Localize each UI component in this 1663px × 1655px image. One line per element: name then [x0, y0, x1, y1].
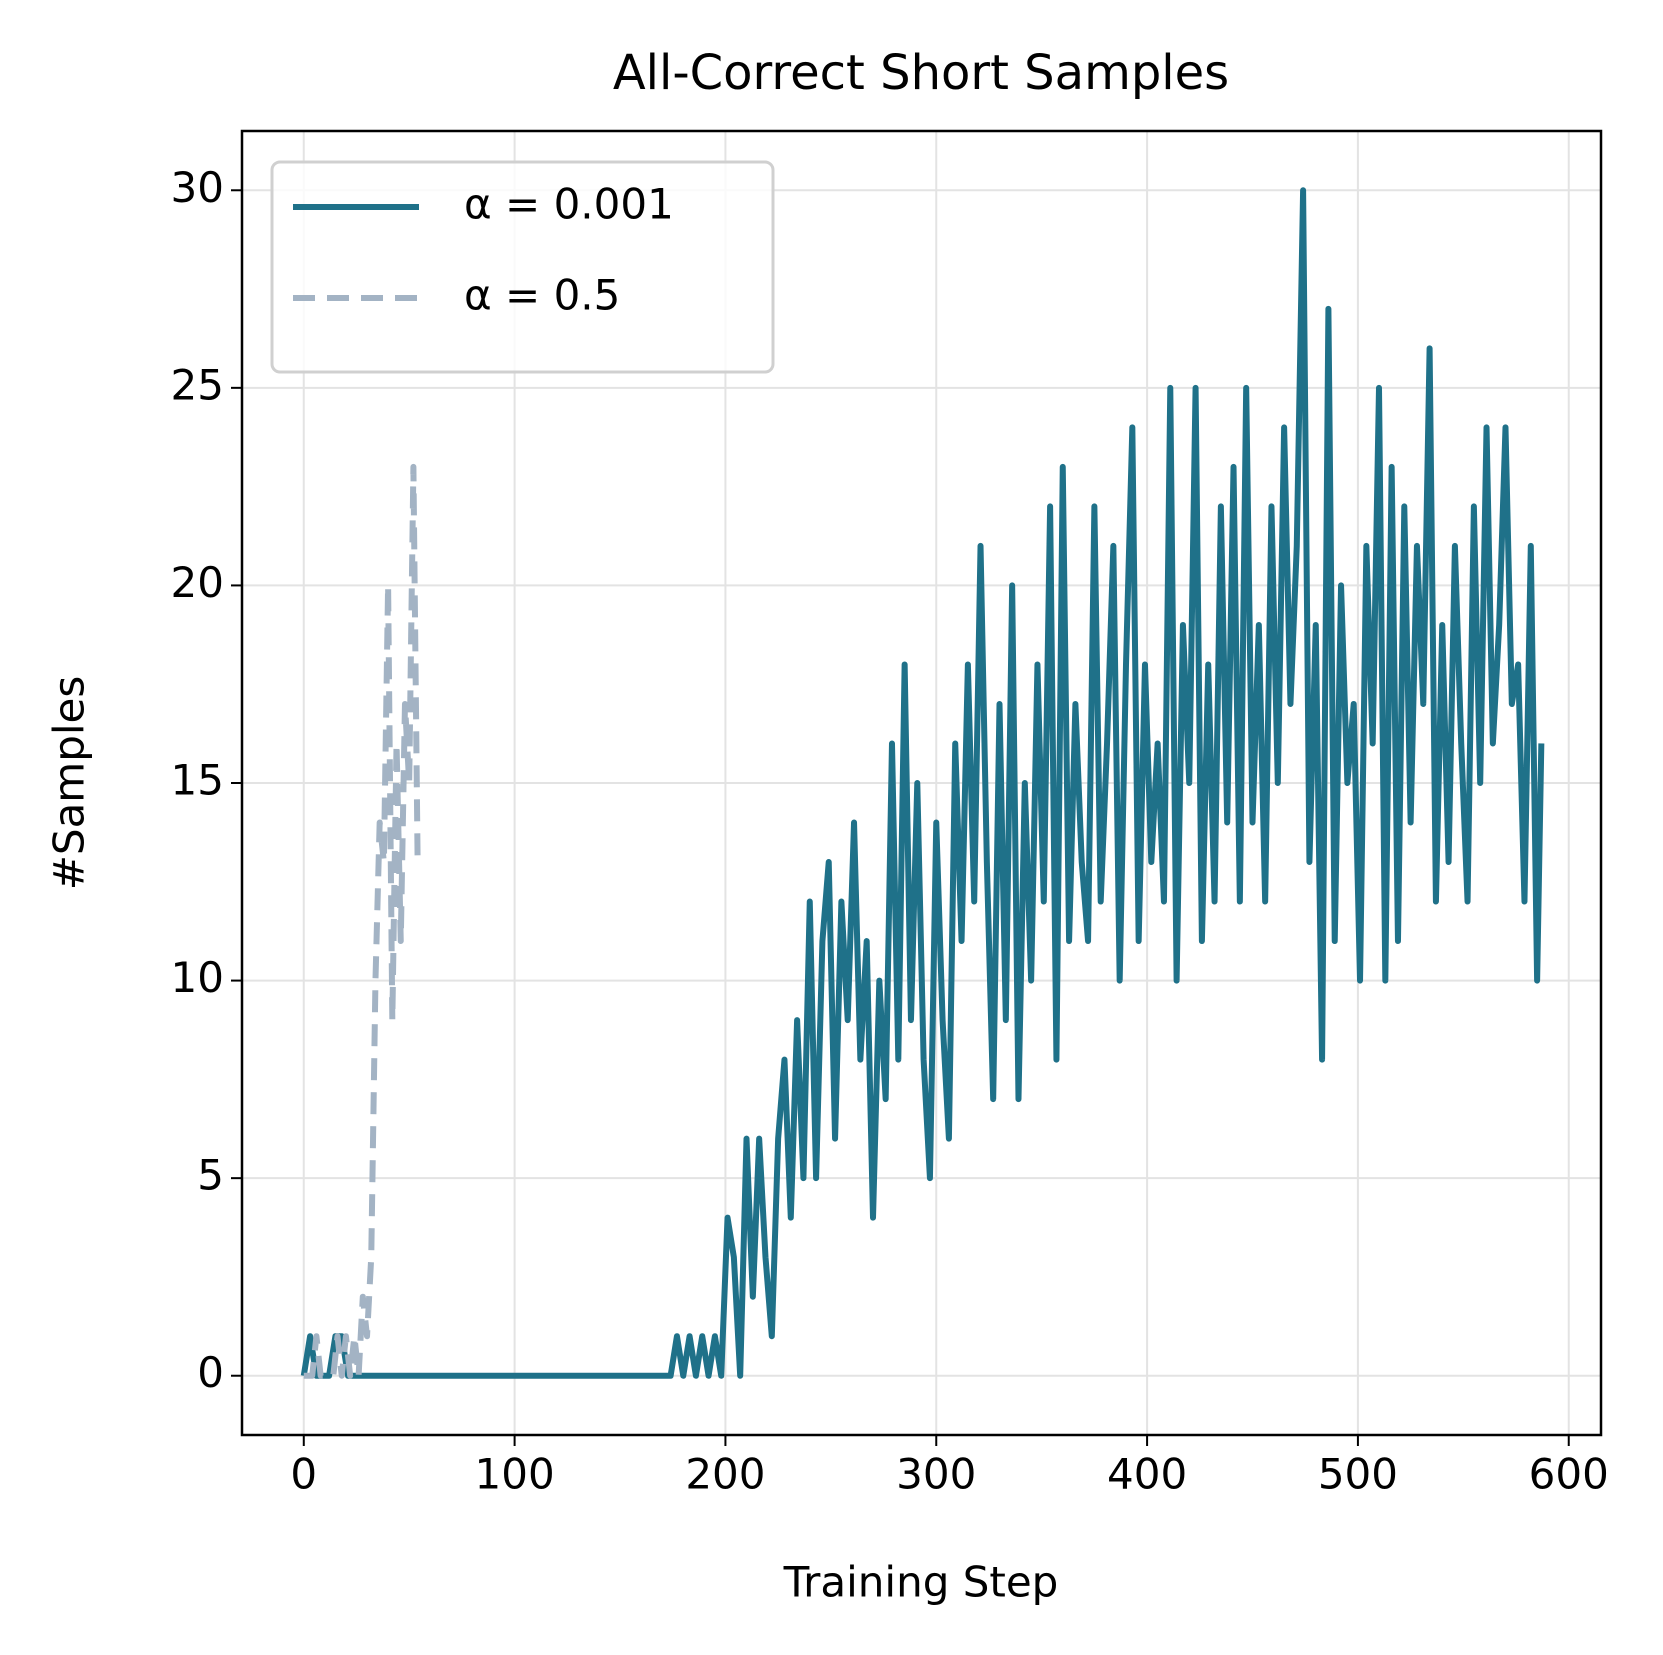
- plot-frame: [240, 129, 1603, 1437]
- series-line: [303, 463, 421, 1379]
- series-line: [300, 187, 1545, 1379]
- y-tick-label: 25: [171, 360, 224, 409]
- x-tick-label: 200: [685, 1450, 765, 1499]
- legend-label: α = 0.001: [464, 180, 674, 229]
- y-tick-label: 5: [197, 1151, 224, 1200]
- x-tick-label: 400: [1107, 1450, 1187, 1499]
- y-tick-label: 0: [197, 1348, 224, 1397]
- x-tick-label: 500: [1318, 1450, 1398, 1499]
- y-tick-label: 10: [171, 953, 224, 1002]
- x-tick-label: 0: [290, 1450, 317, 1499]
- x-axis-label: Training Step: [783, 1558, 1059, 1607]
- legend-box: [270, 160, 775, 374]
- x-tick-label: 600: [1529, 1450, 1609, 1499]
- x-tick-label: 100: [475, 1450, 555, 1499]
- y-tick-label: 30: [171, 163, 224, 212]
- x-tick-label: 300: [896, 1450, 976, 1499]
- y-axis-label: #Samples: [45, 676, 94, 891]
- y-tick-label: 20: [171, 558, 224, 607]
- legend-label: α = 0.5: [464, 271, 620, 320]
- y-tick-label: 15: [171, 756, 224, 805]
- chart-title: All-Correct Short Samples: [613, 45, 1229, 101]
